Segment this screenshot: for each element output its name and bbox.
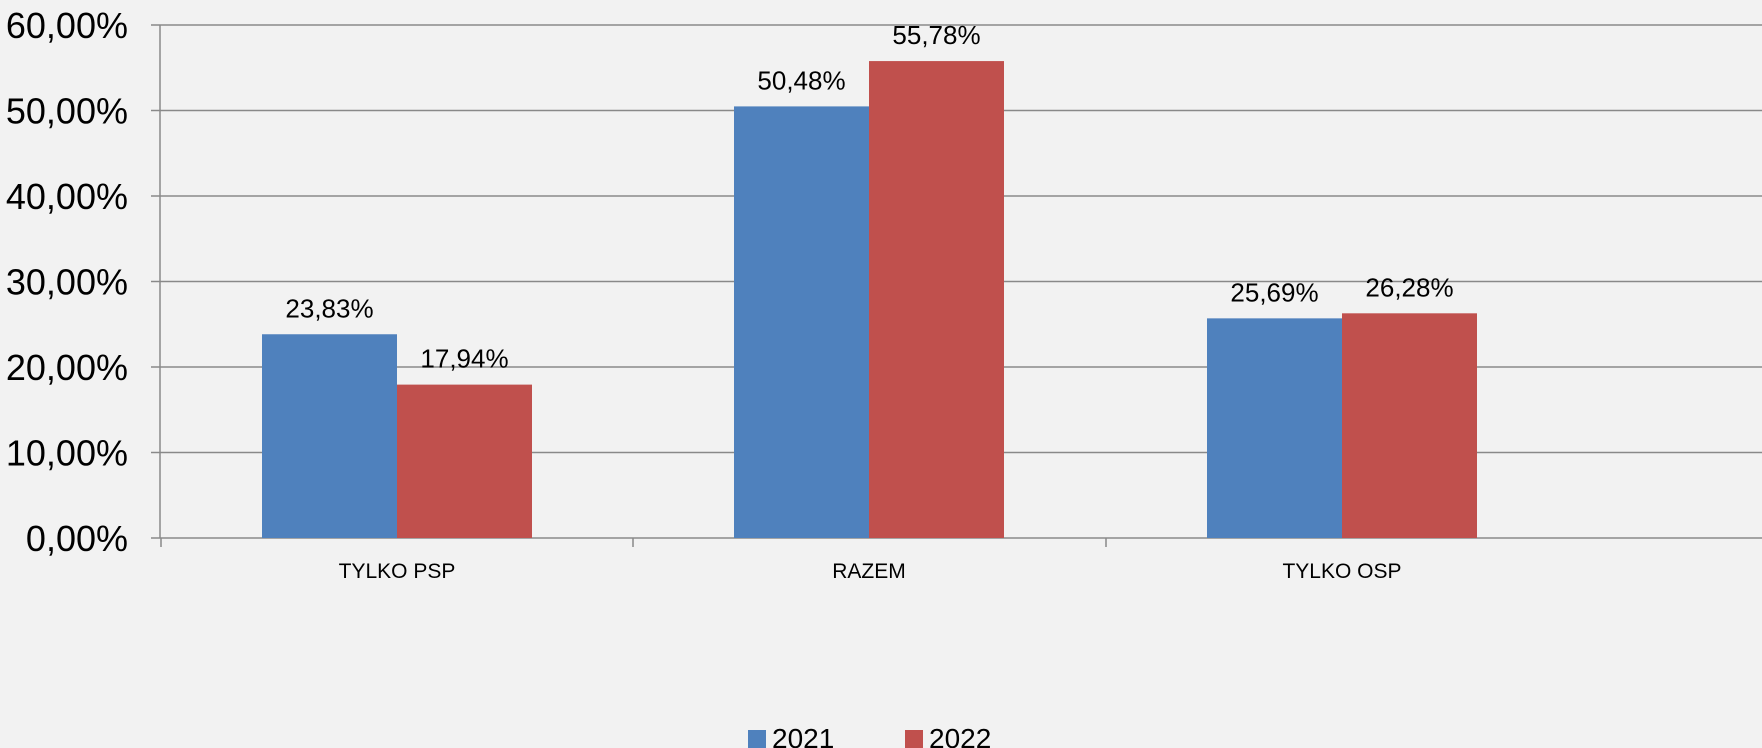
legend-label: 2022 (929, 723, 991, 748)
y-tick-label: 50,00% (6, 91, 128, 132)
bar (1342, 313, 1477, 538)
y-tick-label: 20,00% (6, 347, 128, 388)
axes: 0,00% 10,00% 20,00% 30,00% 40,00% 50,00% 60,00… (6, 5, 1762, 583)
data-label: 23,83% (285, 293, 373, 323)
bar (262, 334, 397, 538)
data-label: 55,78% (892, 20, 980, 50)
data-label: 25,69% (1230, 277, 1318, 307)
legend: 2021 2022 (748, 723, 991, 748)
bar (734, 106, 869, 539)
y-tick-label: 60,00% (6, 5, 128, 46)
bars (262, 61, 1477, 539)
y-tick-label: 10,00% (6, 433, 128, 474)
data-labels: 23,83% 17,94% 50,48% 55,78% 25,69% 26,28% (285, 20, 1453, 374)
y-tick-label: 40,00% (6, 176, 128, 217)
bar (869, 61, 1004, 539)
legend-swatch (905, 730, 923, 748)
legend-swatch (748, 730, 766, 748)
data-label: 50,48% (757, 65, 845, 95)
bar (397, 384, 532, 538)
y-tick-label: 30,00% (6, 262, 128, 303)
data-label: 26,28% (1365, 272, 1453, 302)
x-tick-label: TYLKO PSP (339, 560, 456, 583)
x-tick-label: TYLKO OSP (1282, 560, 1401, 583)
bar (1207, 318, 1342, 538)
x-tick-label: RAZEM (832, 560, 906, 583)
legend-label: 2021 (772, 723, 834, 748)
y-tick-label: 0,00% (26, 518, 128, 559)
data-label: 17,94% (420, 344, 508, 374)
